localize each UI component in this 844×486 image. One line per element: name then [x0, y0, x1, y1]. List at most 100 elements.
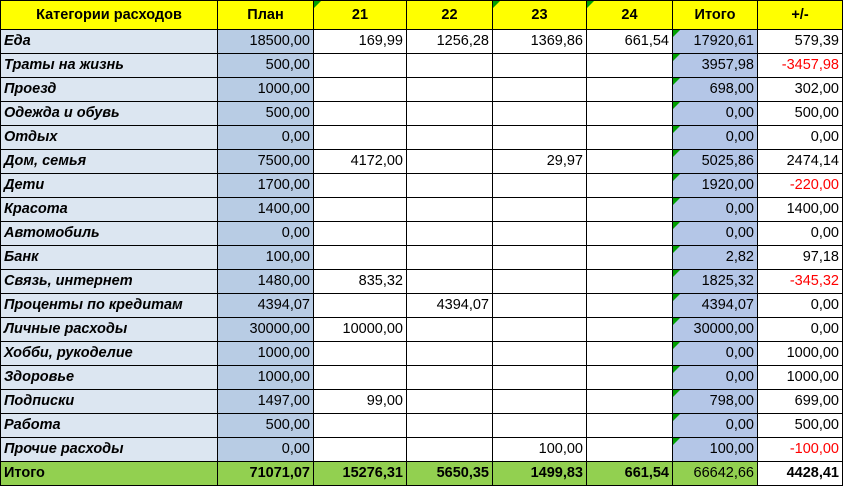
day-21-cell[interactable]: 4172,00 — [313, 149, 407, 174]
total-plan[interactable]: 71071,07 — [217, 461, 314, 486]
day-24-cell[interactable] — [586, 125, 673, 150]
plan-cell[interactable]: 1400,00 — [217, 197, 314, 222]
itogo-cell[interactable]: 0,00 — [672, 413, 758, 438]
itogo-cell[interactable]: 17920,61 — [672, 29, 758, 54]
itogo-cell[interactable]: 3957,98 — [672, 53, 758, 78]
day-21-cell[interactable] — [313, 77, 407, 102]
day-21-cell[interactable] — [313, 221, 407, 246]
total-day-21[interactable]: 15276,31 — [313, 461, 407, 486]
day-21-cell[interactable] — [313, 437, 407, 462]
diff-cell[interactable]: 97,18 — [757, 245, 843, 270]
day-24-cell[interactable] — [586, 269, 673, 294]
total-label[interactable]: Итого — [0, 461, 218, 486]
day-22-cell[interactable] — [406, 125, 493, 150]
day-23-cell[interactable]: 100,00 — [492, 437, 587, 462]
category-cell[interactable]: Дети — [0, 173, 218, 198]
day-24-cell[interactable] — [586, 341, 673, 366]
itogo-cell[interactable]: 798,00 — [672, 389, 758, 414]
plan-cell[interactable]: 1700,00 — [217, 173, 314, 198]
total-diff[interactable]: 4428,41 — [757, 461, 843, 486]
day-23-cell[interactable] — [492, 197, 587, 222]
day-24-cell[interactable] — [586, 437, 673, 462]
category-cell[interactable]: Проезд — [0, 77, 218, 102]
day-21-cell[interactable]: 835,32 — [313, 269, 407, 294]
diff-cell[interactable]: 0,00 — [757, 317, 843, 342]
itogo-cell[interactable]: 4394,07 — [672, 293, 758, 318]
day-23-cell[interactable] — [492, 413, 587, 438]
day-24-cell[interactable] — [586, 197, 673, 222]
day-21-cell[interactable] — [313, 341, 407, 366]
category-cell[interactable]: Одежда и обувь — [0, 101, 218, 126]
itogo-cell[interactable]: 0,00 — [672, 365, 758, 390]
day-22-cell[interactable]: 1256,28 — [406, 29, 493, 54]
category-cell[interactable]: Дом, семья — [0, 149, 218, 174]
day-22-cell[interactable] — [406, 149, 493, 174]
day-22-cell[interactable] — [406, 413, 493, 438]
diff-cell[interactable]: -220,00 — [757, 173, 843, 198]
diff-cell[interactable]: 1000,00 — [757, 341, 843, 366]
itogo-cell[interactable]: 0,00 — [672, 221, 758, 246]
category-cell[interactable]: Еда — [0, 29, 218, 54]
category-cell[interactable]: Отдых — [0, 125, 218, 150]
diff-cell[interactable]: 0,00 — [757, 125, 843, 150]
itogo-cell[interactable]: 30000,00 — [672, 317, 758, 342]
day-22-cell[interactable] — [406, 437, 493, 462]
diff-cell[interactable]: 2474,14 — [757, 149, 843, 174]
day-21-cell[interactable] — [313, 53, 407, 78]
plan-cell[interactable]: 30000,00 — [217, 317, 314, 342]
day-22-cell[interactable]: 4394,07 — [406, 293, 493, 318]
itogo-cell[interactable]: 5025,86 — [672, 149, 758, 174]
day-23-cell[interactable] — [492, 125, 587, 150]
day-24-cell[interactable] — [586, 413, 673, 438]
plan-cell[interactable]: 1497,00 — [217, 389, 314, 414]
category-cell[interactable]: Личные расходы — [0, 317, 218, 342]
plan-cell[interactable]: 1000,00 — [217, 77, 314, 102]
diff-cell[interactable]: 579,39 — [757, 29, 843, 54]
plan-cell[interactable]: 1480,00 — [217, 269, 314, 294]
day-21-cell[interactable]: 10000,00 — [313, 317, 407, 342]
plan-cell[interactable]: 500,00 — [217, 53, 314, 78]
plan-cell[interactable]: 18500,00 — [217, 29, 314, 54]
day-24-cell[interactable] — [586, 101, 673, 126]
day-21-cell[interactable] — [313, 245, 407, 270]
diff-cell[interactable]: 1400,00 — [757, 197, 843, 222]
plan-cell[interactable]: 1000,00 — [217, 365, 314, 390]
category-cell[interactable]: Красота — [0, 197, 218, 222]
total-day-22[interactable]: 5650,35 — [406, 461, 493, 486]
day-22-cell[interactable] — [406, 101, 493, 126]
day-22-cell[interactable] — [406, 53, 493, 78]
day-22-cell[interactable] — [406, 389, 493, 414]
plan-cell[interactable]: 100,00 — [217, 245, 314, 270]
header-day-24[interactable]: 24 — [586, 0, 673, 30]
plan-cell[interactable]: 0,00 — [217, 125, 314, 150]
day-23-cell[interactable] — [492, 101, 587, 126]
day-23-cell[interactable] — [492, 221, 587, 246]
day-23-cell[interactable] — [492, 341, 587, 366]
diff-cell[interactable]: 500,00 — [757, 101, 843, 126]
day-22-cell[interactable] — [406, 317, 493, 342]
diff-cell[interactable]: 0,00 — [757, 293, 843, 318]
day-24-cell[interactable] — [586, 389, 673, 414]
day-24-cell[interactable] — [586, 365, 673, 390]
plan-cell[interactable]: 1000,00 — [217, 341, 314, 366]
header-itogo[interactable]: Итого — [672, 0, 758, 30]
header-category[interactable]: Категории расходов — [0, 0, 218, 30]
category-cell[interactable]: Хобби, рукоделие — [0, 341, 218, 366]
day-24-cell[interactable] — [586, 293, 673, 318]
day-22-cell[interactable] — [406, 77, 493, 102]
itogo-cell[interactable]: 100,00 — [672, 437, 758, 462]
header-day-21[interactable]: 21 — [313, 0, 407, 30]
day-24-cell[interactable] — [586, 53, 673, 78]
header-diff[interactable]: +/- — [757, 0, 843, 30]
day-22-cell[interactable] — [406, 341, 493, 366]
itogo-cell[interactable]: 698,00 — [672, 77, 758, 102]
day-21-cell[interactable] — [313, 173, 407, 198]
plan-cell[interactable]: 0,00 — [217, 437, 314, 462]
category-cell[interactable]: Работа — [0, 413, 218, 438]
day-21-cell[interactable]: 99,00 — [313, 389, 407, 414]
total-day-23[interactable]: 1499,83 — [492, 461, 587, 486]
day-23-cell[interactable]: 29,97 — [492, 149, 587, 174]
itogo-cell[interactable]: 1920,00 — [672, 173, 758, 198]
diff-cell[interactable]: -3457,98 — [757, 53, 843, 78]
header-day-23[interactable]: 23 — [492, 0, 587, 30]
